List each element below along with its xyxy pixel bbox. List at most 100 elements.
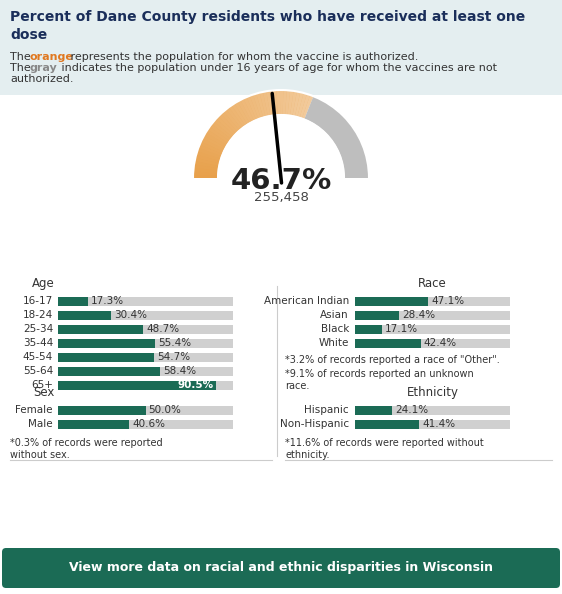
Text: 35-44: 35-44 — [22, 338, 53, 348]
FancyBboxPatch shape — [58, 339, 233, 347]
Text: Ethnicity: Ethnicity — [406, 386, 459, 399]
Text: American Indian: American Indian — [264, 296, 349, 306]
Text: White: White — [319, 338, 349, 348]
Wedge shape — [247, 96, 259, 120]
Wedge shape — [206, 129, 229, 146]
Wedge shape — [253, 94, 263, 118]
Text: 48.7%: 48.7% — [146, 324, 179, 334]
FancyBboxPatch shape — [58, 406, 146, 415]
Wedge shape — [237, 100, 252, 124]
Text: Female: Female — [16, 405, 53, 415]
Wedge shape — [292, 91, 300, 116]
Text: Percent of Dane County residents who have received at least one
dose: Percent of Dane County residents who hav… — [10, 10, 525, 42]
Text: 40.6%: 40.6% — [132, 419, 165, 429]
Text: 17.1%: 17.1% — [384, 324, 418, 334]
Text: represents the population for whom the vaccine is authorized.: represents the population for whom the v… — [67, 52, 418, 62]
FancyBboxPatch shape — [355, 311, 399, 320]
Wedge shape — [290, 91, 297, 116]
Text: 54.7%: 54.7% — [157, 352, 190, 362]
Text: gray: gray — [30, 63, 58, 73]
Wedge shape — [288, 90, 293, 116]
FancyBboxPatch shape — [355, 419, 419, 428]
Wedge shape — [219, 114, 238, 134]
Text: 25-34: 25-34 — [22, 324, 53, 334]
Text: 17.3%: 17.3% — [91, 296, 124, 306]
Wedge shape — [193, 90, 369, 178]
Text: 24.1%: 24.1% — [395, 405, 428, 415]
Wedge shape — [263, 91, 270, 116]
FancyBboxPatch shape — [355, 406, 510, 415]
Wedge shape — [198, 144, 223, 156]
Text: 42.4%: 42.4% — [424, 338, 457, 348]
Wedge shape — [214, 119, 234, 137]
FancyBboxPatch shape — [58, 311, 233, 320]
Wedge shape — [202, 135, 226, 150]
Circle shape — [218, 115, 344, 241]
Wedge shape — [260, 92, 268, 117]
Wedge shape — [280, 90, 283, 115]
Text: orange: orange — [30, 52, 74, 62]
FancyBboxPatch shape — [58, 366, 160, 375]
Text: View more data on racial and ethnic disparities in Wisconsin: View more data on racial and ethnic disp… — [69, 561, 493, 574]
Text: Race: Race — [418, 277, 447, 290]
Wedge shape — [266, 91, 273, 116]
Wedge shape — [250, 94, 261, 119]
Wedge shape — [243, 97, 256, 121]
Text: 41.4%: 41.4% — [422, 419, 455, 429]
Text: 65+: 65+ — [31, 380, 53, 390]
FancyBboxPatch shape — [58, 381, 216, 390]
FancyBboxPatch shape — [58, 419, 129, 428]
FancyBboxPatch shape — [2, 548, 560, 588]
Text: *11.6% of records were reported without
ethnicity.: *11.6% of records were reported without … — [285, 438, 484, 460]
FancyBboxPatch shape — [355, 339, 421, 347]
Wedge shape — [201, 138, 225, 152]
Wedge shape — [283, 90, 287, 115]
Text: Hispanic: Hispanic — [305, 405, 349, 415]
Wedge shape — [204, 132, 227, 147]
Wedge shape — [232, 103, 248, 126]
Wedge shape — [285, 90, 290, 115]
Text: 58.4%: 58.4% — [163, 366, 196, 376]
Text: 55.4%: 55.4% — [158, 338, 191, 348]
Text: 30.4%: 30.4% — [114, 310, 147, 320]
Wedge shape — [196, 151, 221, 161]
Text: authorized.: authorized. — [10, 74, 74, 84]
FancyBboxPatch shape — [58, 352, 233, 362]
FancyBboxPatch shape — [58, 311, 111, 320]
Text: Black: Black — [321, 324, 349, 334]
Wedge shape — [197, 148, 222, 159]
FancyBboxPatch shape — [355, 324, 510, 333]
Wedge shape — [234, 102, 250, 125]
Wedge shape — [300, 94, 310, 119]
FancyBboxPatch shape — [58, 296, 233, 305]
Text: Age: Age — [32, 277, 55, 290]
Wedge shape — [212, 121, 233, 139]
Text: 16-17: 16-17 — [22, 296, 53, 306]
Text: 45-54: 45-54 — [22, 352, 53, 362]
Text: Non-Hispanic: Non-Hispanic — [280, 419, 349, 429]
Text: *9.1% of records reported an unknown
race.: *9.1% of records reported an unknown rac… — [285, 369, 474, 391]
Wedge shape — [226, 107, 243, 129]
Wedge shape — [210, 124, 232, 141]
FancyBboxPatch shape — [355, 406, 392, 415]
Text: *0.3% of records were reported
without sex.: *0.3% of records were reported without s… — [10, 438, 162, 460]
FancyBboxPatch shape — [58, 352, 154, 362]
Text: The: The — [10, 52, 34, 62]
FancyBboxPatch shape — [58, 339, 155, 347]
Wedge shape — [194, 157, 220, 166]
Wedge shape — [297, 93, 307, 118]
Text: 46.7%: 46.7% — [230, 167, 332, 195]
FancyBboxPatch shape — [58, 419, 233, 428]
Text: 90.5%: 90.5% — [177, 380, 214, 390]
Wedge shape — [207, 127, 230, 143]
Text: Sex: Sex — [34, 386, 55, 399]
Text: *3.2% of records reported a race of "Other".: *3.2% of records reported a race of "Oth… — [285, 355, 500, 365]
Wedge shape — [223, 109, 242, 130]
Wedge shape — [270, 90, 275, 115]
Wedge shape — [295, 92, 303, 117]
Text: 47.1%: 47.1% — [431, 296, 464, 306]
Text: 255,458: 255,458 — [253, 191, 309, 204]
Wedge shape — [241, 99, 254, 122]
Text: 55-64: 55-64 — [22, 366, 53, 376]
Text: Male: Male — [28, 419, 53, 429]
